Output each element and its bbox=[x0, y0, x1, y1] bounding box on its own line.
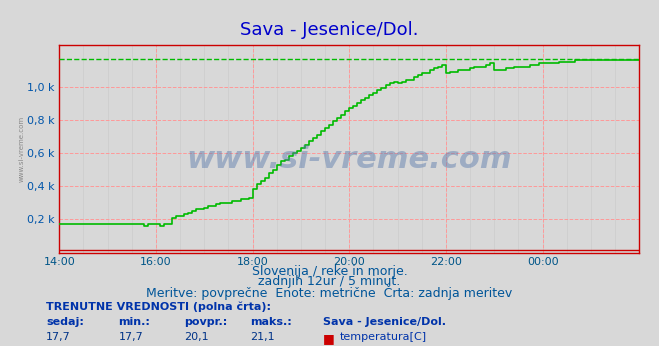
Text: Slovenija / reke in morje.: Slovenija / reke in morje. bbox=[252, 265, 407, 278]
Text: sedaj:: sedaj: bbox=[46, 317, 84, 327]
Text: Sava - Jesenice/Dol.: Sava - Jesenice/Dol. bbox=[241, 21, 418, 39]
Text: 17,7: 17,7 bbox=[46, 332, 71, 342]
Text: Sava - Jesenice/Dol.: Sava - Jesenice/Dol. bbox=[323, 317, 446, 327]
Text: 20,1: 20,1 bbox=[185, 332, 209, 342]
Text: TRENUTNE VREDNOSTI (polna črta):: TRENUTNE VREDNOSTI (polna črta): bbox=[46, 301, 271, 311]
Text: min.:: min.: bbox=[119, 317, 150, 327]
Text: maks.:: maks.: bbox=[250, 317, 292, 327]
Text: Meritve: povprečne  Enote: metrične  Črta: zadnja meritev: Meritve: povprečne Enote: metrične Črta:… bbox=[146, 285, 513, 300]
Text: temperatura[C]: temperatura[C] bbox=[339, 332, 426, 342]
Text: 21,1: 21,1 bbox=[250, 332, 275, 342]
Text: www.si-vreme.com: www.si-vreme.com bbox=[186, 145, 512, 174]
Text: ■: ■ bbox=[323, 332, 335, 345]
Text: www.si-vreme.com: www.si-vreme.com bbox=[18, 116, 24, 182]
Text: zadnjih 12ur / 5 minut.: zadnjih 12ur / 5 minut. bbox=[258, 275, 401, 288]
Text: 17,7: 17,7 bbox=[119, 332, 144, 342]
Text: povpr.:: povpr.: bbox=[185, 317, 228, 327]
